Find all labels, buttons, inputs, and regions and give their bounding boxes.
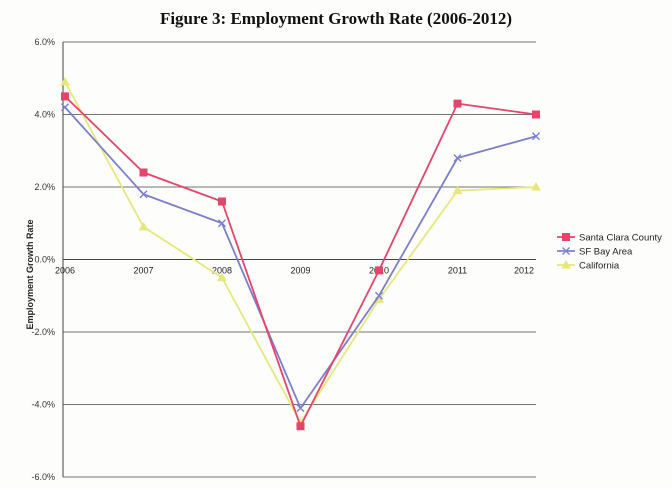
y-tick-label: -4.0% bbox=[31, 400, 55, 410]
sf-bay-area-point bbox=[453, 154, 462, 162]
sf-bay-area-point bbox=[61, 103, 69, 112]
x-tick-label: 2009 bbox=[290, 266, 310, 276]
y-tick-label: 0.0% bbox=[34, 255, 55, 265]
santa-clara-county-point bbox=[375, 266, 383, 275]
x-tick-label: 2011 bbox=[448, 266, 467, 276]
santa-clara-county-point bbox=[532, 110, 540, 119]
y-tick-label: 4.0% bbox=[34, 110, 55, 120]
santa-clara-county-line bbox=[64, 95, 537, 428]
santa-clara-county-point bbox=[453, 99, 462, 108]
sf-bay-area-point bbox=[218, 219, 226, 228]
california-line bbox=[64, 81, 537, 424]
y-tick-label: -6.0% bbox=[31, 472, 55, 482]
california-point bbox=[60, 76, 70, 86]
y-tick-label: -2.0% bbox=[31, 327, 55, 337]
sf-bay-area-point bbox=[296, 404, 305, 413]
legend-label-sf-bay-area: SF Bay Area bbox=[579, 247, 633, 258]
x-tick-label: 2012 bbox=[514, 266, 534, 276]
legend-marker-sf-bay-area bbox=[562, 247, 570, 255]
sf-bay-area-point bbox=[532, 132, 540, 141]
y-axis-title: Employment Growth Rate bbox=[25, 219, 35, 329]
legend-marker-california bbox=[561, 259, 571, 269]
y-tick-label: 2.0% bbox=[34, 182, 55, 192]
santa-clara-county-point bbox=[139, 168, 148, 177]
california-point bbox=[531, 181, 541, 191]
x-tick-label: 2007 bbox=[133, 266, 153, 276]
legend-label-santa-clara-county: Santa Clara County bbox=[579, 233, 662, 244]
sf-bay-area-line bbox=[64, 106, 537, 410]
california-point bbox=[138, 221, 149, 231]
santa-clara-county-point bbox=[296, 422, 305, 431]
legend-label-california: California bbox=[579, 261, 620, 272]
sf-bay-area-point bbox=[139, 190, 148, 199]
legend-marker-santa-clara-county bbox=[562, 233, 570, 241]
x-tick-label: 2008 bbox=[212, 266, 232, 276]
california-point bbox=[452, 185, 463, 195]
y-tick-label: 6.0% bbox=[34, 37, 55, 47]
x-tick-label: 2006 bbox=[55, 266, 75, 276]
santa-clara-county-point bbox=[218, 197, 226, 206]
chart-title: Figure 3: Employment Growth Rate (2006-2… bbox=[159, 9, 513, 28]
california-point bbox=[217, 272, 227, 282]
santa-clara-county-point bbox=[61, 92, 69, 101]
sf-bay-area-point bbox=[375, 291, 383, 300]
